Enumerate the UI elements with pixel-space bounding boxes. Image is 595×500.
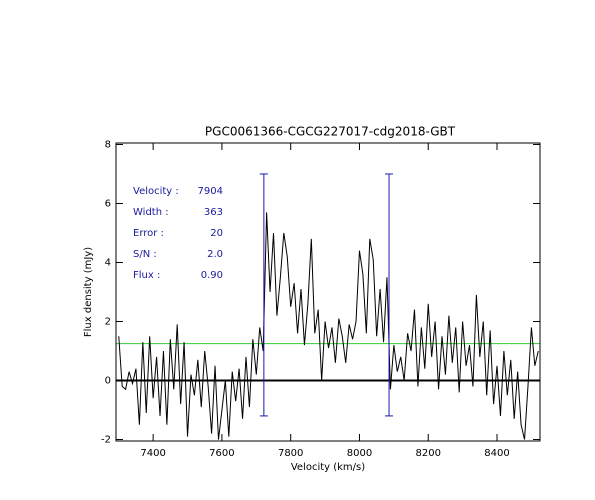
x-tick-label: 7400	[140, 448, 165, 459]
x-tick-label: 8400	[484, 448, 509, 459]
annotation-label: Velocity :	[133, 186, 179, 197]
x-tick-label: 8200	[416, 448, 441, 459]
chart-title: PGC0061366-CGCG227017-cdg2018-GBT	[205, 125, 456, 139]
spectrum-line	[118, 212, 539, 440]
y-axis-label: Flux density (mJy)	[83, 247, 94, 337]
annotation-label: S/N :	[133, 249, 157, 260]
y-tick-label: 4	[105, 257, 111, 268]
annotation-label: Flux :	[133, 270, 160, 281]
y-tick-label: 8	[105, 139, 111, 150]
y-tick-label: 2	[105, 317, 111, 328]
x-tick-label: 7600	[209, 448, 234, 459]
annotation-value: 363	[204, 207, 223, 218]
annotation-label: Width :	[133, 207, 169, 218]
annotation-value: 20	[210, 228, 223, 239]
plot-frame	[115, 142, 541, 442]
annotation-value: 2.0	[207, 249, 223, 260]
y-tick-label: 0	[105, 376, 111, 387]
y-tick-label: 6	[105, 198, 111, 209]
x-tick-label: 7800	[278, 448, 303, 459]
annotation-label: Error :	[133, 228, 164, 239]
annotation-value: 0.90	[201, 270, 223, 281]
x-tick-label: 8000	[347, 448, 372, 459]
x-axis-label: Velocity (km/s)	[291, 462, 365, 473]
annotation-value: 7904	[198, 186, 223, 197]
y-tick-label: -2	[101, 435, 111, 446]
